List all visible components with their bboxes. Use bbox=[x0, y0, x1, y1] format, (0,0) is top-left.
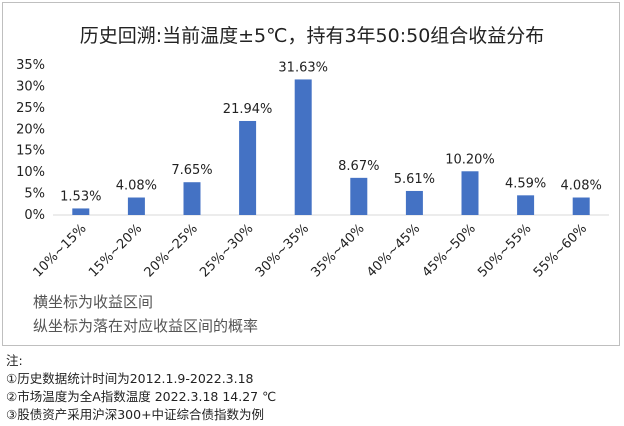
data-label: 10.20% bbox=[445, 152, 495, 167]
x-tick-label: 20%~25% bbox=[142, 221, 201, 280]
chart-title: 历史回溯:当前温度±5℃，持有3年50:50组合收益分布 bbox=[79, 25, 545, 47]
y-tick-label: 25% bbox=[16, 101, 45, 116]
x-tick-label: 10%~15% bbox=[30, 221, 89, 280]
y-tick-label: 30% bbox=[16, 79, 45, 94]
y-axis-description: 纵坐标为落在对应收益区间的概率 bbox=[33, 317, 259, 335]
bar bbox=[572, 197, 590, 215]
bar bbox=[239, 120, 257, 215]
y-tick-label: 5% bbox=[24, 187, 45, 202]
x-tick-label: 55%~60% bbox=[531, 221, 590, 280]
x-tick-label: 50%~55% bbox=[475, 221, 534, 280]
x-tick-label: 25%~30% bbox=[197, 221, 256, 280]
note-item-3: ③股债资产采用沪深300+中证综合债指数为例 bbox=[6, 407, 265, 422]
y-tick-label: 15% bbox=[16, 144, 45, 159]
data-label: 1.53% bbox=[60, 189, 101, 204]
notes: 注: ①历史数据统计时间为2012.1.9-2022.3.18 ②市场温度为全A… bbox=[6, 352, 276, 424]
chart-panel: 历史回溯:当前温度±5℃，持有3年50:50组合收益分布 0% 5% 10% 15% 2… bbox=[2, 2, 620, 346]
y-tick-label: 20% bbox=[16, 122, 45, 137]
y-tick-label: 0% bbox=[24, 208, 45, 223]
note-item-1: ①历史数据统计时间为2012.1.9-2022.3.18 bbox=[6, 371, 254, 386]
x-tick-label: 40%~45% bbox=[364, 221, 423, 280]
data-label: 31.63% bbox=[278, 60, 328, 75]
bar bbox=[405, 190, 423, 215]
bar bbox=[183, 182, 201, 215]
note-item-2: ②市场温度为全A指数温度 2022.3.18 14.27 ℃ bbox=[6, 389, 277, 404]
x-axis-description: 横坐标为收益区间 bbox=[33, 293, 154, 311]
data-label: 21.94% bbox=[223, 102, 273, 117]
x-tick-label: 30%~35% bbox=[253, 221, 312, 280]
y-tick-label: 10% bbox=[16, 165, 45, 180]
x-tick-label: 35%~40% bbox=[308, 221, 367, 280]
bar bbox=[517, 195, 535, 215]
bar bbox=[350, 177, 368, 215]
data-label: 4.59% bbox=[505, 176, 546, 191]
data-label: 8.67% bbox=[338, 159, 379, 174]
bar bbox=[72, 208, 90, 215]
data-label: 7.65% bbox=[171, 163, 212, 178]
bar bbox=[461, 171, 479, 215]
x-tick-label: 45%~50% bbox=[420, 221, 479, 280]
bar bbox=[127, 197, 145, 215]
bar bbox=[294, 79, 312, 215]
data-label: 4.08% bbox=[116, 179, 157, 194]
bar-chart: 0% 5% 10% 15% 20% 25% 30% 35% 1.53% 10%~15% 4.08% 1… bbox=[16, 58, 609, 280]
x-tick-label: 15%~20% bbox=[86, 221, 145, 280]
notes-header: 注: bbox=[6, 353, 23, 368]
data-label: 5.61% bbox=[394, 172, 435, 187]
data-label: 4.08% bbox=[561, 179, 602, 194]
y-tick-label: 35% bbox=[16, 58, 45, 73]
